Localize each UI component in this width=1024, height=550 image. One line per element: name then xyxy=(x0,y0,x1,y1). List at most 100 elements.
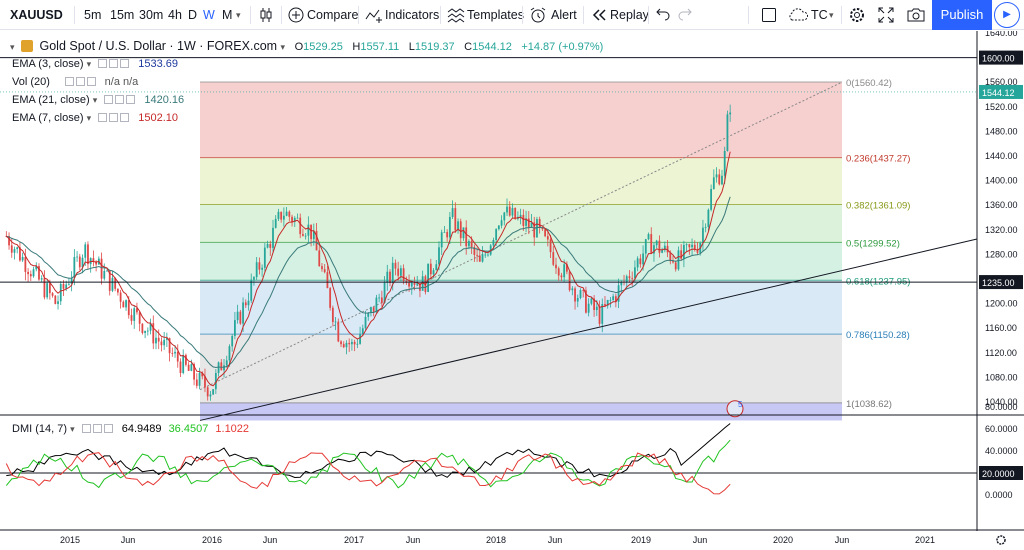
visibility-icon[interactable] xyxy=(64,77,74,86)
close-icon[interactable] xyxy=(103,424,113,433)
settings-icon[interactable] xyxy=(75,77,85,86)
time-tick-label: Jun xyxy=(121,535,136,545)
interval-15m[interactable]: 15m xyxy=(110,8,135,22)
candle-body xyxy=(334,321,337,323)
candle-body xyxy=(693,244,696,250)
candle-body xyxy=(27,271,29,275)
publish-button[interactable]: Publish xyxy=(932,0,992,30)
interval-30m[interactable]: 30m xyxy=(139,8,164,22)
uptrend-line xyxy=(199,238,978,421)
replay-button[interactable]: Replay xyxy=(610,8,649,22)
alert-button[interactable]: Alert xyxy=(551,8,577,22)
layout-chevron-down-icon[interactable]: ▾ xyxy=(829,10,834,20)
fullscreen-square-icon[interactable] xyxy=(761,7,777,23)
close-icon[interactable] xyxy=(120,113,130,122)
candle-body xyxy=(416,283,419,285)
candle-body xyxy=(304,235,307,237)
visibility-icon[interactable] xyxy=(81,424,91,433)
close-icon[interactable] xyxy=(86,77,96,86)
chart-area[interactable]: 0(1560.42) 0.236(1437.27) 0.382(1361.09) 0.… xyxy=(0,31,1024,550)
interval-5m[interactable]: 5m xyxy=(84,8,102,22)
camera-snapshot-icon[interactable] xyxy=(907,7,925,23)
legend-ema-21[interactable]: EMA (21, close) ▾ 1420.16 xyxy=(12,92,184,108)
divider xyxy=(748,6,749,24)
candle-body xyxy=(519,214,522,217)
legend-ema-7[interactable]: EMA (7, close) ▾ 1502.10 xyxy=(12,110,178,126)
legend-ema-3[interactable]: EMA (3, close) ▾ 1533.69 xyxy=(12,56,178,72)
templates-button[interactable]: Templates xyxy=(467,8,524,22)
candle-body xyxy=(92,258,95,262)
candle-body xyxy=(165,338,168,340)
visibility-icon[interactable] xyxy=(104,95,114,104)
candle-body xyxy=(386,271,389,283)
interval-w-active[interactable]: W xyxy=(203,8,215,22)
compare-plus-icon[interactable] xyxy=(288,7,304,23)
candle-body xyxy=(176,351,179,362)
templates-icon[interactable] xyxy=(447,7,465,23)
candle-body xyxy=(440,232,443,248)
visibility-icon[interactable] xyxy=(98,113,108,122)
redo-icon[interactable] xyxy=(678,7,692,23)
divider xyxy=(250,6,251,24)
settings-icon[interactable] xyxy=(92,424,102,433)
title-chevron-icon[interactable]: ▾ xyxy=(280,42,286,52)
interval-4h[interactable]: 4h xyxy=(168,8,182,22)
axis-settings-gear-icon[interactable] xyxy=(996,535,1006,545)
candle-body xyxy=(68,283,70,285)
interval-chevron-down-icon[interactable]: ▾ xyxy=(236,10,241,20)
indicators-icon[interactable] xyxy=(365,7,383,23)
alert-clock-icon[interactable] xyxy=(530,7,546,23)
candle-body xyxy=(487,254,489,256)
candle-body xyxy=(383,282,386,304)
fullscreen-expand-icon[interactable] xyxy=(878,7,894,23)
candle-body xyxy=(533,222,536,238)
collapse-chevron-icon[interactable]: ▾ xyxy=(10,42,15,52)
gear-icon[interactable] xyxy=(849,7,865,23)
chevron-down-icon[interactable]: ▾ xyxy=(86,59,92,69)
legend-volume[interactable]: Vol (20) ▾ n/a n/a xyxy=(12,74,138,90)
play-icon[interactable]: ▶ xyxy=(994,2,1020,28)
legend-dmi[interactable]: DMI (14, 7) ▾ 64.9489 36.4507 1.1022 xyxy=(12,421,249,437)
candle-body xyxy=(54,295,57,304)
candle-body xyxy=(669,252,672,262)
dmi-plus-di-line xyxy=(5,439,731,489)
indicators-button[interactable]: Indicators xyxy=(385,8,440,22)
settings-icon[interactable] xyxy=(109,59,119,68)
cloud-layout-icon[interactable] xyxy=(787,7,809,23)
layout-name-button[interactable]: TC xyxy=(811,8,828,22)
candle-body xyxy=(642,253,644,265)
candle-body xyxy=(255,262,258,278)
candle-body xyxy=(674,262,677,270)
chevron-down-icon[interactable]: ▾ xyxy=(86,113,92,123)
divider xyxy=(648,6,649,24)
fib-level-label: 0.382(1361.09) xyxy=(846,201,910,212)
chevron-down-icon[interactable]: ▾ xyxy=(92,95,98,105)
candle-body xyxy=(636,258,639,268)
time-tick-label: 2015 xyxy=(60,535,80,545)
time-tick-label: 2020 xyxy=(773,535,793,545)
time-tick-label: Jun xyxy=(548,535,563,545)
undo-icon[interactable] xyxy=(656,7,670,23)
interval-m[interactable]: M xyxy=(222,8,233,22)
interval-d[interactable]: D xyxy=(188,8,198,22)
replay-rewind-icon[interactable] xyxy=(591,7,607,23)
candle-body xyxy=(549,239,552,253)
candle-body xyxy=(163,339,166,346)
close-icon[interactable] xyxy=(120,59,130,68)
candle-body xyxy=(244,302,247,306)
settings-icon[interactable] xyxy=(115,95,125,104)
candle-body xyxy=(500,220,503,226)
compare-button[interactable]: Compare xyxy=(307,8,359,22)
settings-icon[interactable] xyxy=(109,113,119,122)
chevron-down-icon[interactable]: ▾ xyxy=(70,424,75,434)
dmi-tick-label: 40.0000 xyxy=(985,446,1018,456)
symbol-search[interactable]: XAUUSD xyxy=(10,8,63,22)
candle-body xyxy=(688,244,691,248)
candles-style-icon[interactable] xyxy=(258,7,274,23)
candle-body xyxy=(70,277,73,284)
visibility-icon[interactable] xyxy=(98,59,108,68)
close-icon[interactable] xyxy=(126,95,136,104)
legend-label: EMA (3, close) xyxy=(12,58,84,70)
candle-body xyxy=(111,277,114,291)
divider xyxy=(358,6,359,24)
